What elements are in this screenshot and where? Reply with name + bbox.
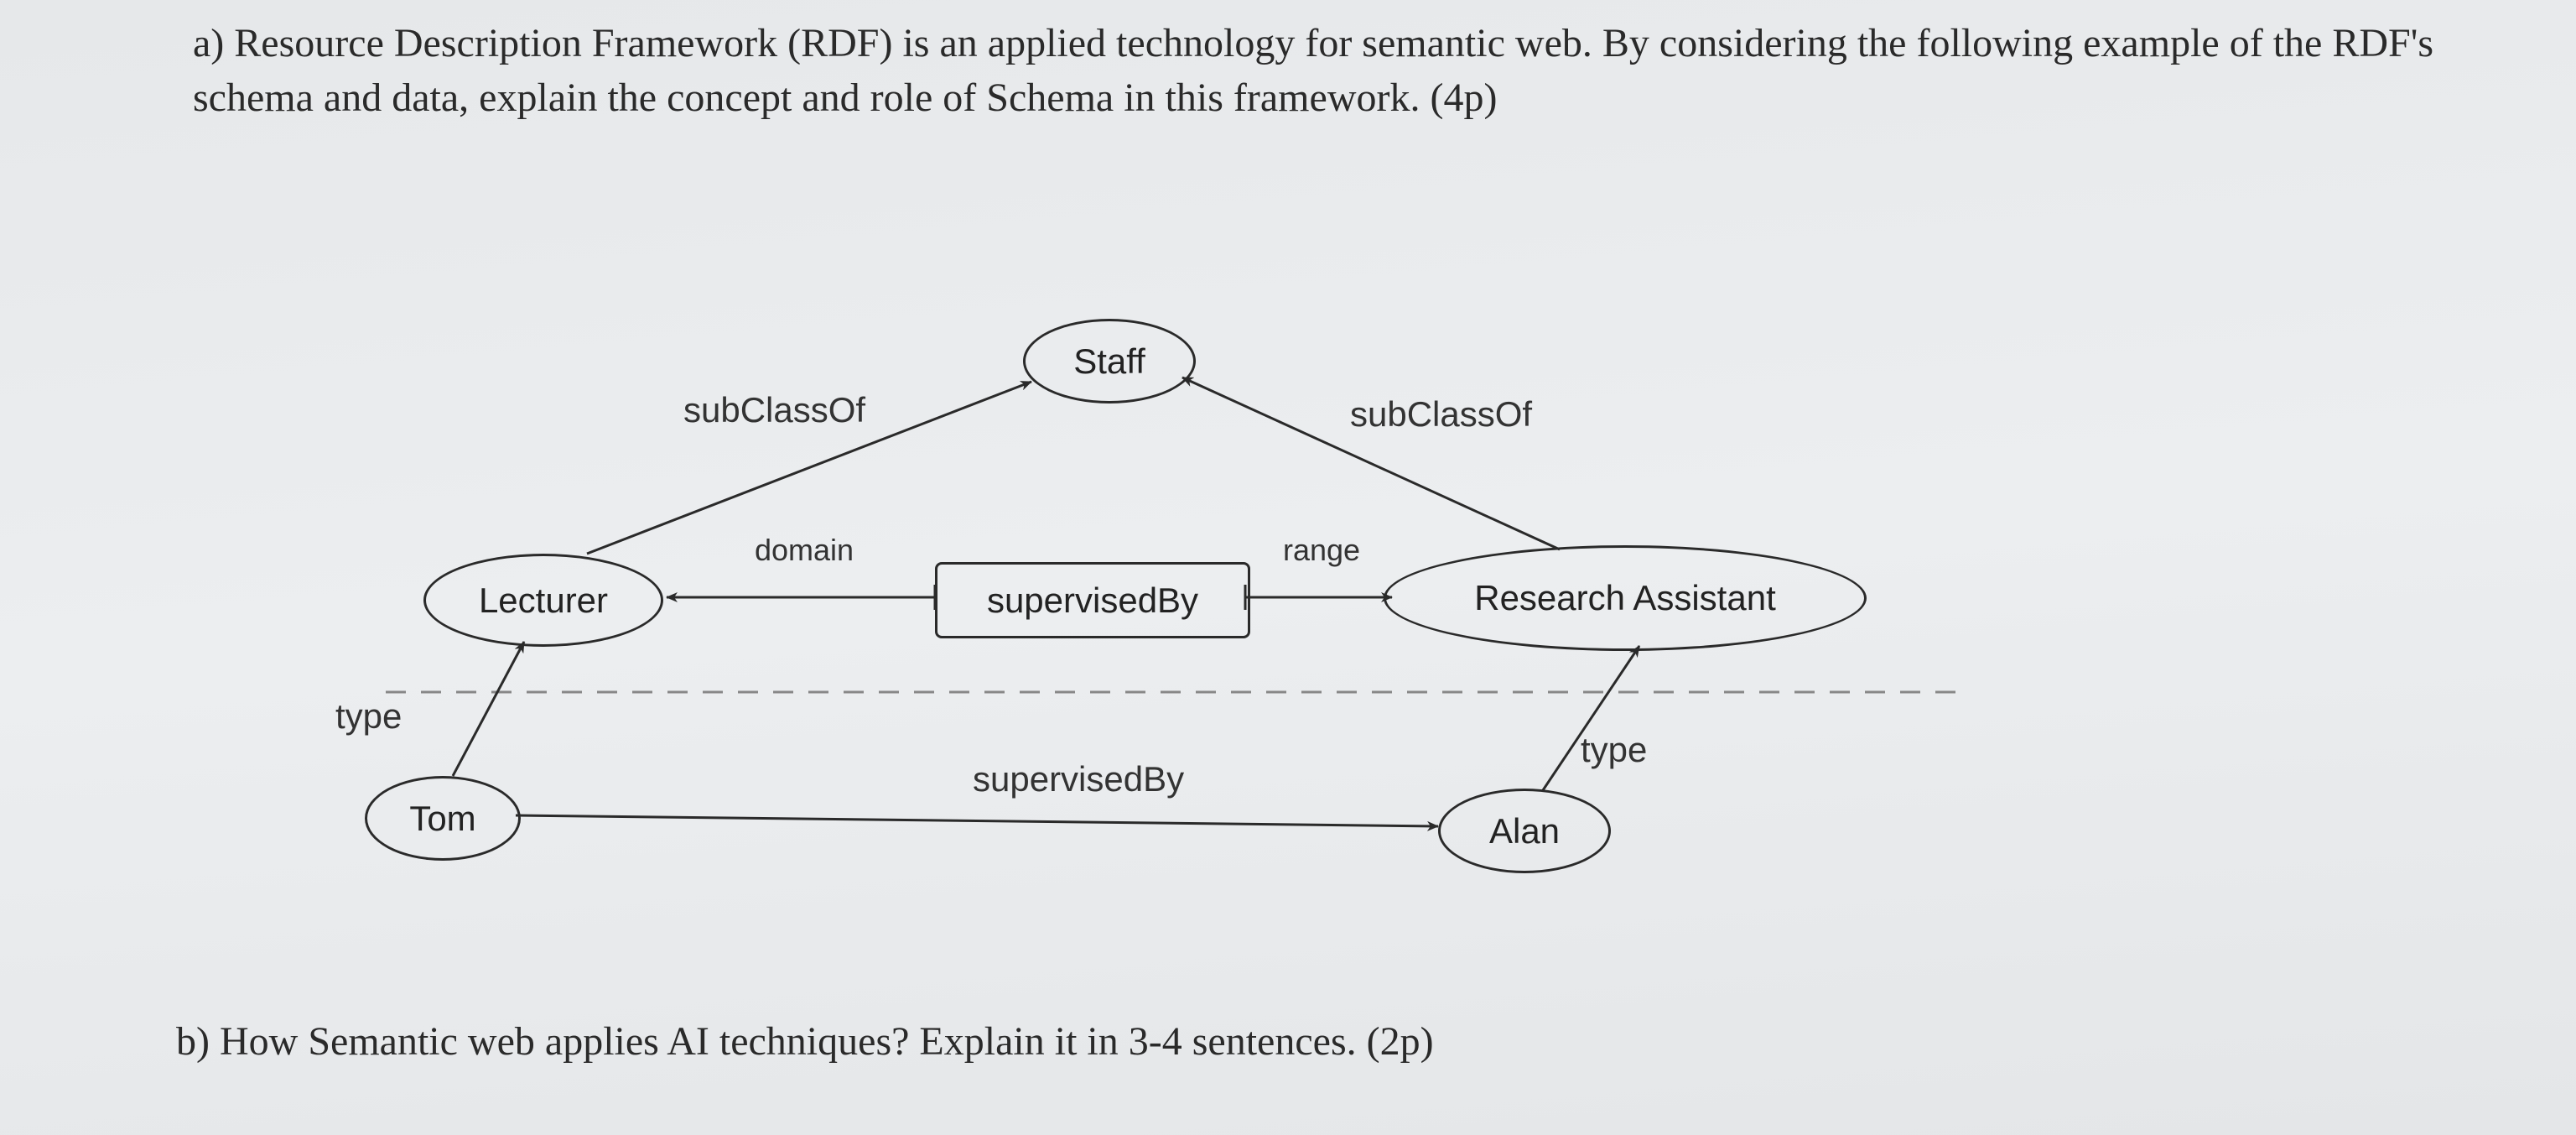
label-domain: domain xyxy=(755,533,854,568)
question-a-text: a) Resource Description Framework (RDF) … xyxy=(193,17,2457,126)
label-supervisedby-bottom: supervisedBy xyxy=(973,759,1184,799)
node-tom: Tom xyxy=(365,776,521,861)
question-b-text: b) How Semantic web applies AI technique… xyxy=(176,1015,2440,1070)
edge-tom-type xyxy=(453,642,524,776)
node-research-assistant: Research Assistant xyxy=(1384,545,1867,651)
page: a) Resource Description Framework (RDF) … xyxy=(0,0,2576,1135)
label-subclassof-right: subClassOf xyxy=(1350,394,1532,435)
label-type-left: type xyxy=(335,696,402,737)
node-alan: Alan xyxy=(1438,789,1611,873)
rdf-diagram: Staff Lecturer supervisedBy Research Ass… xyxy=(335,302,2012,889)
label-subclassof-left: subClassOf xyxy=(683,390,865,430)
label-type-right: type xyxy=(1581,730,1647,770)
edge-tom-alan xyxy=(516,815,1438,826)
label-range: range xyxy=(1283,533,1360,568)
node-staff: Staff xyxy=(1023,319,1196,403)
node-supervisedby: supervisedBy xyxy=(935,562,1250,638)
node-lecturer: Lecturer xyxy=(423,554,663,647)
